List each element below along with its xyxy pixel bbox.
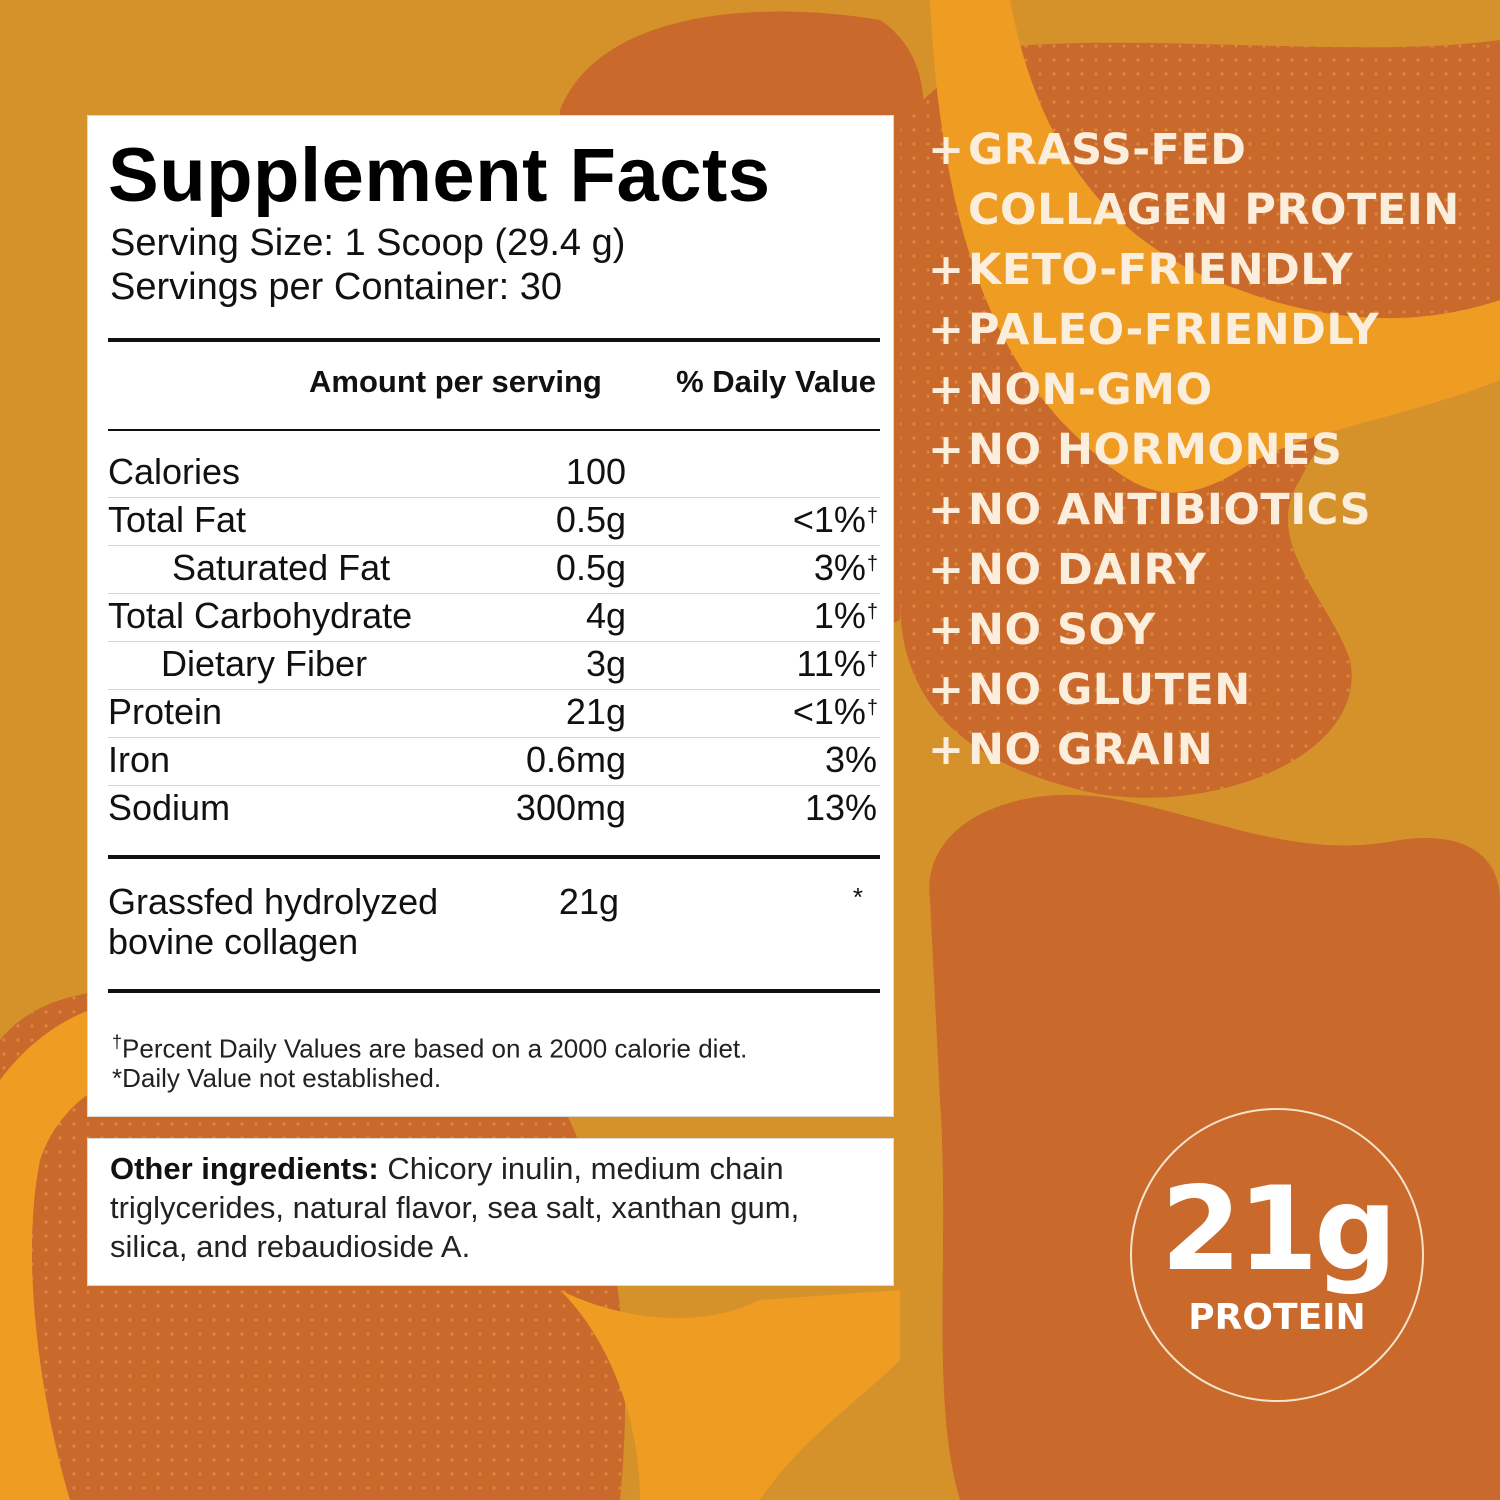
plus-icon: + (928, 365, 965, 415)
badge-value: 21g (1160, 1162, 1397, 1297)
nutrient-row: Dietary Fiber 3g 11%† (108, 642, 880, 690)
plus-icon: + (928, 665, 965, 715)
header-daily-value: % Daily Value (676, 364, 876, 399)
nutrient-amount: 0.5g (555, 499, 626, 540)
claim-item: + NO GLUTEN (928, 660, 1460, 720)
nutrient-name: Iron (108, 739, 171, 780)
plus-icon: + (928, 125, 965, 175)
thick-rule (108, 338, 880, 342)
badge-label: PROTEIN (1188, 1297, 1366, 1338)
nutrient-name: Total Fat (108, 499, 247, 540)
nutrient-row: Iron 0.6mg 3% (108, 738, 880, 786)
nutrient-amount: 3g (585, 643, 626, 684)
nutrient-name: Dietary Fiber (161, 643, 368, 684)
nutrient-dv (877, 450, 878, 494)
plus-icon: + (928, 305, 965, 355)
footnote-not-established: *Daily Value not established. (112, 1063, 442, 1093)
nutrient-row: Total Carbohydrate 4g 1%† (108, 594, 880, 642)
nutrient-dv: 3% (824, 739, 877, 780)
nutrient-name: Saturated Fat (172, 547, 391, 588)
claim-item: + GRASS-FED COLLAGEN PROTEIN (928, 120, 1460, 240)
nutrient-dv: 11%† (796, 643, 878, 684)
row-divider (108, 689, 880, 690)
footnote-daily-values: †Percent Daily Values are based on a 200… (112, 1032, 748, 1064)
collagen-amount: 21g (558, 881, 619, 922)
claim-item: + NON-GMO (928, 360, 1460, 420)
nutrient-amount: 0.6mg (525, 739, 626, 780)
nutrient-name: Total Carbohydrate (108, 595, 413, 636)
supplement-facts-panel: Supplement Facts Serving Size: 1 Scoop (… (87, 115, 894, 1117)
ingredients-text: Other ingredients: Chicory inulin, mediu… (110, 1149, 880, 1266)
nutrient-row: Total Fat 0.5g <1%† (108, 498, 880, 546)
row-divider (108, 641, 880, 642)
nutrient-amount: 100 (565, 451, 626, 492)
nutrient-amount: 4g (585, 595, 626, 636)
claims-list: + GRASS-FED COLLAGEN PROTEIN + KETO-FRIENDL… (928, 120, 1460, 780)
ingredients-label: Other ingredients: (110, 1151, 379, 1186)
thick-rule (108, 989, 880, 993)
other-ingredients-panel: Other ingredients: Chicory inulin, mediu… (87, 1138, 894, 1286)
band-bottom (560, 1290, 900, 1500)
nutrient-dv: <1%† (792, 691, 878, 732)
plus-icon: + (928, 545, 965, 595)
nutrient-dv: 1%† (813, 595, 878, 636)
row-divider (108, 785, 880, 786)
ingredients-list: Chicory inulin, medium chain triglycerid… (110, 1151, 800, 1264)
claim-item: + NO DAIRY (928, 540, 1460, 600)
plus-icon: + (928, 725, 965, 775)
protein-badge: 21g PROTEIN (1130, 1108, 1424, 1402)
claim-item: + PALEO-FRIENDLY (928, 300, 1460, 360)
band-right (930, 0, 1500, 493)
plus-icon: + (928, 245, 965, 295)
claim-item: + NO HORMONES (928, 420, 1460, 480)
nutrient-amount: 300mg (515, 787, 626, 828)
row-divider (108, 737, 880, 738)
nutrient-amount: 21g (565, 691, 626, 732)
header-amount: Amount per serving (309, 364, 602, 399)
servings-per-container: Servings per Container: 30 (110, 266, 563, 308)
nutrient-name: Calories (108, 451, 241, 492)
nutrient-dv: <1%† (792, 499, 878, 540)
facts-title: Supplement Facts (108, 133, 771, 218)
serving-size: Serving Size: 1 Scoop (29.4 g) (110, 222, 626, 264)
claim-item: + KETO-FRIENDLY (928, 240, 1460, 300)
thick-rule (108, 855, 880, 859)
nutrient-row: Sodium 300mg 13% (108, 786, 880, 834)
collagen-dv: * (852, 882, 863, 912)
nutrient-name: Sodium (108, 787, 231, 828)
band-left (0, 996, 200, 1500)
nutrient-row: Saturated Fat 0.5g 3%† (108, 546, 880, 594)
plus-icon: + (928, 605, 965, 655)
claim-item: + NO ANTIBIOTICS (928, 480, 1460, 540)
plus-icon: + (928, 485, 965, 535)
nutrient-row: Calories 100 (108, 450, 880, 498)
collagen-name: Grassfed hydrolyzed bovine collagen (108, 881, 439, 962)
nutrient-dv: 3%† (813, 547, 878, 588)
row-divider (108, 497, 880, 498)
header-rule (108, 429, 880, 431)
nutrient-amount: 0.5g (555, 547, 626, 588)
nutrient-dv: 13% (804, 787, 877, 828)
row-divider (108, 545, 880, 546)
plus-icon: + (928, 425, 965, 475)
claim-item: + NO GRAIN (928, 720, 1460, 780)
claim-item: + NO SOY (928, 600, 1460, 660)
nutrient-row: Protein 21g <1%† (108, 690, 880, 738)
nutrient-name: Protein (108, 691, 223, 732)
row-divider (108, 593, 880, 594)
